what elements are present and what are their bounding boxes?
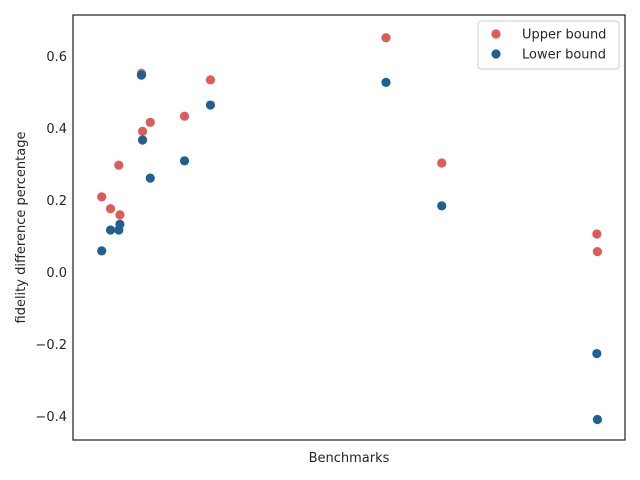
data-point xyxy=(145,173,155,183)
legend-label: Upper bound xyxy=(522,28,606,43)
data-point xyxy=(592,247,603,257)
data-point xyxy=(105,225,116,235)
data-point xyxy=(205,100,216,110)
y-tick-label: 0.0 xyxy=(46,266,67,281)
legend-box xyxy=(477,20,620,70)
y-tick-label: 0.2 xyxy=(46,194,67,209)
plot-frame xyxy=(72,14,626,441)
data-point xyxy=(97,246,107,256)
data-point xyxy=(381,77,391,87)
legend-marker xyxy=(491,29,501,39)
data-point xyxy=(592,229,602,239)
y-tick-label: −0.2 xyxy=(35,338,67,353)
data-point xyxy=(592,348,602,359)
legend-label: Lower bound xyxy=(522,48,606,63)
data-point xyxy=(97,192,107,202)
data-point xyxy=(136,70,147,80)
y-axis-ticks: −0.4 −0.2 0.0 0.2 0.4 0.6 xyxy=(35,50,67,425)
data-point xyxy=(205,75,216,85)
data-point xyxy=(137,135,148,145)
series-lower-bound xyxy=(97,70,603,425)
legend: Upper bound Lower bound xyxy=(477,20,620,70)
data-points xyxy=(97,33,603,425)
y-tick-label: −0.4 xyxy=(35,410,67,425)
y-tick-label: 0.6 xyxy=(46,50,67,65)
data-point xyxy=(114,160,124,170)
data-point xyxy=(179,156,190,166)
data-point xyxy=(381,33,391,43)
data-point xyxy=(115,219,125,229)
data-point xyxy=(437,158,447,168)
y-tick-label: 0.4 xyxy=(46,122,67,137)
data-point xyxy=(137,126,148,136)
data-point xyxy=(437,201,447,211)
series-upper-bound xyxy=(97,33,603,257)
data-point xyxy=(115,210,125,220)
legend-marker xyxy=(491,49,501,59)
data-point xyxy=(145,117,155,127)
data-point xyxy=(105,204,116,214)
data-point xyxy=(592,414,603,425)
x-axis-label: Benchmarks xyxy=(309,451,390,466)
y-axis-label: fidelity difference percentage xyxy=(14,132,29,324)
data-point xyxy=(179,111,190,121)
